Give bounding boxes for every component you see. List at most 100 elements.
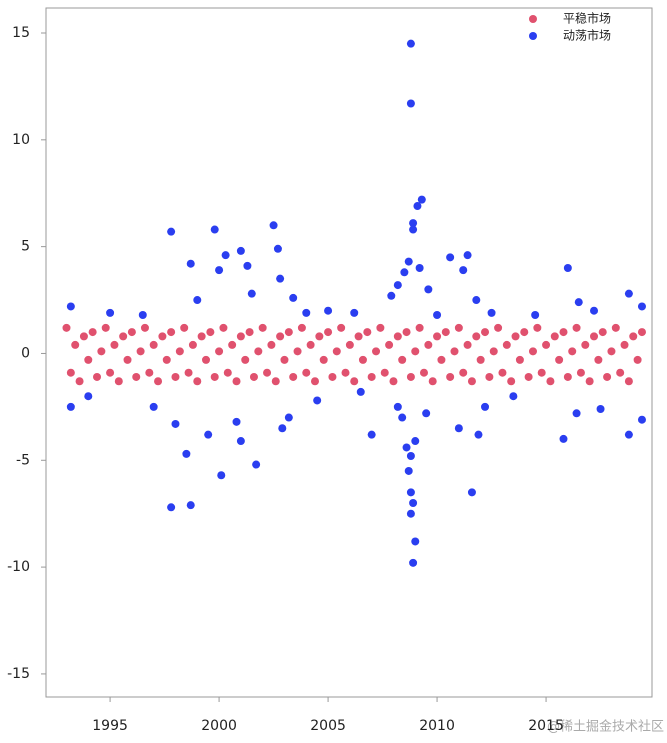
point xyxy=(271,377,280,386)
point xyxy=(258,323,267,332)
point xyxy=(221,251,230,260)
point xyxy=(310,377,319,386)
point xyxy=(145,368,154,377)
point xyxy=(289,372,298,381)
point xyxy=(337,323,346,332)
point xyxy=(568,347,577,356)
point xyxy=(193,377,202,386)
point xyxy=(184,368,193,377)
point xyxy=(402,328,411,337)
plot-frame xyxy=(45,7,653,698)
point xyxy=(422,409,431,418)
legend-label: 动荡市场 xyxy=(563,28,611,43)
point xyxy=(273,244,282,253)
point xyxy=(590,332,599,341)
point xyxy=(358,355,367,364)
point xyxy=(293,347,302,356)
point xyxy=(345,340,354,349)
point xyxy=(446,372,455,381)
point xyxy=(88,328,97,337)
point xyxy=(223,368,232,377)
point xyxy=(498,368,507,377)
point xyxy=(167,328,176,337)
point xyxy=(620,340,629,349)
y-tick-label: 15 xyxy=(12,25,30,41)
point xyxy=(494,323,503,332)
point xyxy=(367,430,376,439)
legend-marker xyxy=(529,15,537,23)
point xyxy=(136,347,145,356)
point xyxy=(409,225,418,234)
point xyxy=(245,328,254,337)
point xyxy=(232,417,241,426)
point xyxy=(306,340,315,349)
point xyxy=(193,296,202,305)
point xyxy=(481,328,490,337)
point xyxy=(524,372,533,381)
point xyxy=(380,368,389,377)
y-tick-label: -10 xyxy=(7,559,30,575)
point xyxy=(210,225,219,234)
point xyxy=(315,332,324,341)
watermark: @稀土掘金技术社区 xyxy=(547,719,664,735)
point xyxy=(276,332,285,341)
point xyxy=(637,415,646,424)
point xyxy=(398,355,407,364)
point xyxy=(485,372,494,381)
point xyxy=(249,372,258,381)
point xyxy=(219,323,228,332)
point xyxy=(119,332,128,341)
point xyxy=(167,503,176,512)
point xyxy=(520,328,529,337)
point xyxy=(406,452,415,461)
point xyxy=(97,347,106,356)
point xyxy=(507,377,516,386)
point xyxy=(624,430,633,439)
point xyxy=(411,347,420,356)
point xyxy=(162,355,171,364)
x-tick-label: 2015 xyxy=(528,718,564,734)
point xyxy=(106,308,115,317)
point xyxy=(555,355,564,364)
point xyxy=(406,509,415,518)
point xyxy=(594,355,603,364)
point xyxy=(574,298,583,307)
point xyxy=(406,99,415,108)
point xyxy=(463,340,472,349)
point xyxy=(472,332,481,341)
point xyxy=(276,274,285,283)
point xyxy=(186,501,195,510)
point xyxy=(406,488,415,497)
point xyxy=(372,347,381,356)
point xyxy=(406,39,415,48)
point xyxy=(542,340,551,349)
point xyxy=(433,332,442,341)
point xyxy=(204,430,213,439)
point xyxy=(616,368,625,377)
point xyxy=(437,355,446,364)
point xyxy=(463,251,472,260)
point xyxy=(637,328,646,337)
point xyxy=(289,293,298,302)
point xyxy=(393,402,402,411)
point xyxy=(243,261,252,270)
point xyxy=(624,289,633,298)
point xyxy=(114,377,123,386)
point xyxy=(509,392,518,401)
point xyxy=(474,430,483,439)
point xyxy=(154,377,163,386)
point xyxy=(324,328,333,337)
point xyxy=(328,372,337,381)
point xyxy=(459,368,468,377)
point xyxy=(332,347,341,356)
point xyxy=(546,377,555,386)
point xyxy=(206,328,215,337)
point xyxy=(367,372,376,381)
point xyxy=(149,402,158,411)
point xyxy=(350,308,359,317)
point xyxy=(297,323,306,332)
y-tick-label: 5 xyxy=(21,239,30,255)
point xyxy=(467,377,476,386)
point xyxy=(252,460,261,469)
point xyxy=(572,323,581,332)
